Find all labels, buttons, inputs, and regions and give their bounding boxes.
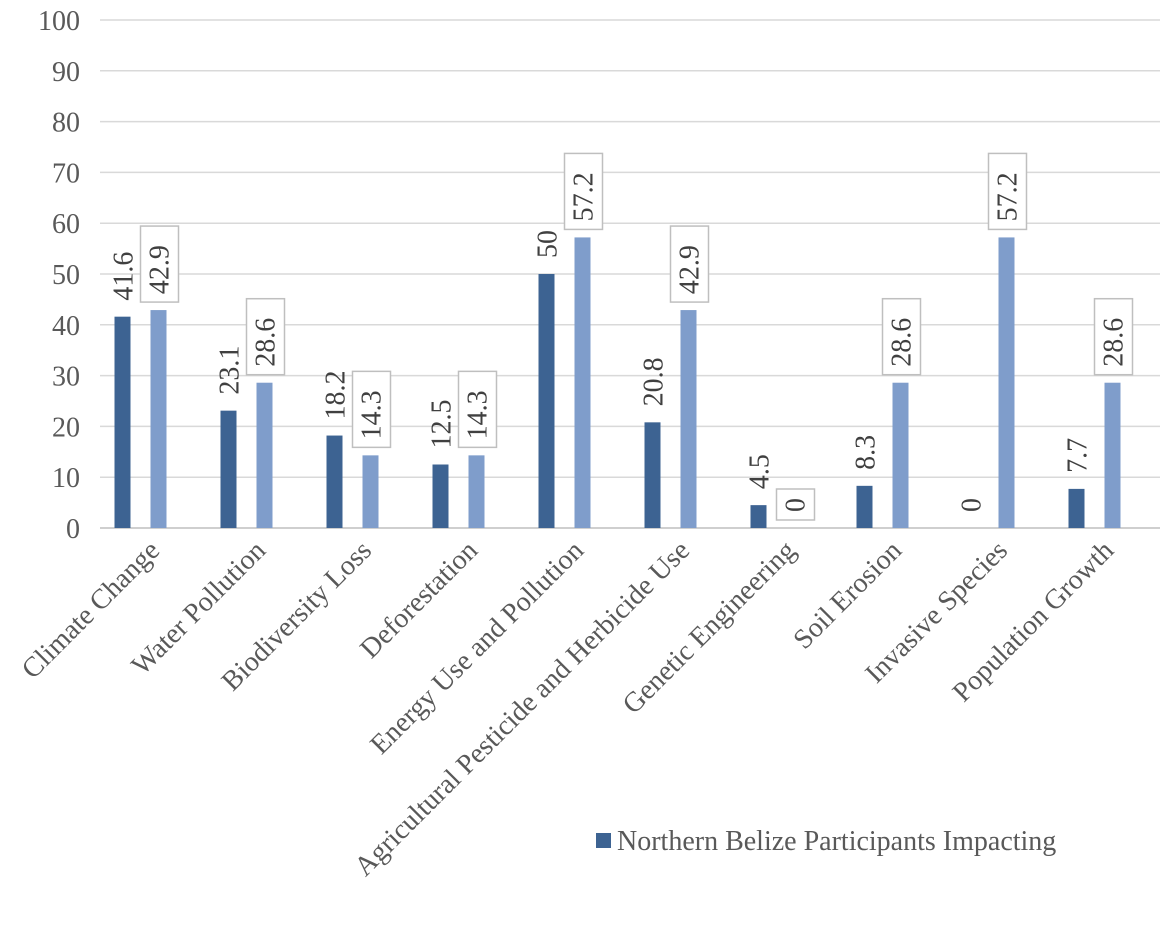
data-label: 18.2 xyxy=(321,371,352,420)
y-tick-label: 100 xyxy=(38,6,80,37)
bar xyxy=(326,435,343,528)
data-label: 41.6 xyxy=(109,252,140,301)
data-label: 42.9 xyxy=(145,245,176,294)
y-tick-label: 60 xyxy=(52,209,80,240)
bar xyxy=(856,485,873,528)
data-label-group: 0 xyxy=(775,488,816,521)
bar xyxy=(680,310,697,528)
bar xyxy=(362,455,379,528)
data-label-group: 28.6 xyxy=(881,297,922,376)
data-label-group: 57.2 xyxy=(987,152,1028,231)
data-label-group: 28.6 xyxy=(1093,297,1134,376)
data-label-box xyxy=(987,152,1028,231)
y-tick-label: 90 xyxy=(52,57,80,88)
bar xyxy=(150,310,167,528)
data-label-group: 50 xyxy=(533,230,564,258)
data-label-box xyxy=(881,297,922,376)
data-label-group: 20.8 xyxy=(639,357,670,406)
data-label-group: 28.6 xyxy=(245,297,286,376)
data-label: 7.7 xyxy=(1063,438,1094,473)
data-label-box xyxy=(457,370,498,449)
data-label-group: 8.3 xyxy=(851,435,882,470)
y-tick-label: 0 xyxy=(66,514,80,545)
data-label-group: 0 xyxy=(957,498,988,512)
bar xyxy=(432,464,449,528)
data-label: 42.9 xyxy=(675,245,706,294)
category-label: Energy Use and Pollution xyxy=(364,535,590,761)
data-label-box xyxy=(1093,297,1134,376)
data-label-group: 7.7 xyxy=(1063,438,1094,473)
bar xyxy=(114,316,131,528)
y-tick-label: 50 xyxy=(52,260,80,291)
data-label-group: 12.5 xyxy=(427,400,458,449)
y-tick-label: 80 xyxy=(52,108,80,139)
data-label: 0 xyxy=(957,498,988,512)
bar xyxy=(538,274,555,528)
data-label: 28.6 xyxy=(251,318,282,367)
data-label: 57.2 xyxy=(993,172,1024,221)
bar xyxy=(750,505,767,528)
bar xyxy=(468,455,485,528)
data-label-group: 18.2 xyxy=(321,371,352,420)
data-label: 28.6 xyxy=(887,318,918,367)
legend-label: Northern Belize Participants Impacting xyxy=(617,826,1056,857)
data-label: 50 xyxy=(533,230,564,258)
data-label: 28.6 xyxy=(1099,318,1130,367)
data-label-group: 42.9 xyxy=(669,225,710,303)
bar xyxy=(998,237,1015,528)
bar xyxy=(644,422,661,528)
data-label: 8.3 xyxy=(851,435,882,470)
data-label-group: 42.9 xyxy=(139,225,180,303)
bar xyxy=(1068,488,1085,528)
data-label: 12.5 xyxy=(427,400,458,449)
y-tick-label: 30 xyxy=(52,362,80,393)
bar xyxy=(220,410,237,528)
y-tick-label: 70 xyxy=(52,158,80,189)
bars xyxy=(114,237,1121,528)
data-label-group: 14.3 xyxy=(351,370,392,449)
legend: Northern Belize Participants Impacting xyxy=(596,826,1056,857)
y-tick-label: 40 xyxy=(52,311,80,342)
gridlines xyxy=(100,19,1160,529)
data-label-box xyxy=(351,370,392,449)
data-label-group: 4.5 xyxy=(745,454,776,489)
y-tick-label: 10 xyxy=(52,463,80,494)
data-label: 20.8 xyxy=(639,357,670,406)
data-label-group: 14.3 xyxy=(457,370,498,449)
data-label-box xyxy=(563,152,604,231)
data-label-box xyxy=(775,488,816,521)
y-tick-label: 20 xyxy=(52,412,80,443)
data-label: 14.3 xyxy=(463,390,494,439)
bar xyxy=(892,382,909,528)
data-label-box xyxy=(245,297,286,376)
category-label: Genetic Engineering xyxy=(617,535,802,720)
bar xyxy=(1104,382,1121,528)
data-label-group: 23.1 xyxy=(215,346,246,395)
data-label: 57.2 xyxy=(569,172,600,221)
data-label-group: 41.6 xyxy=(109,252,140,301)
data-labels: 41.6 23.1 18.2 12.5 50 20.8 4.5 8.3 0 7.7 42.9 28.6… xyxy=(109,152,1134,521)
data-label-group: 57.2 xyxy=(563,152,604,231)
bar xyxy=(256,382,273,528)
y-axis-tick-labels: 0 10 20 30 40 50 60 70 80 90 100 xyxy=(38,6,80,545)
legend-swatch xyxy=(596,833,611,848)
data-label: 4.5 xyxy=(745,454,776,489)
bar xyxy=(574,237,591,528)
data-label-box xyxy=(669,225,710,303)
data-label: 0 xyxy=(781,498,812,512)
data-label: 14.3 xyxy=(357,390,388,439)
data-label-box xyxy=(139,225,180,303)
data-label: 23.1 xyxy=(215,346,246,395)
